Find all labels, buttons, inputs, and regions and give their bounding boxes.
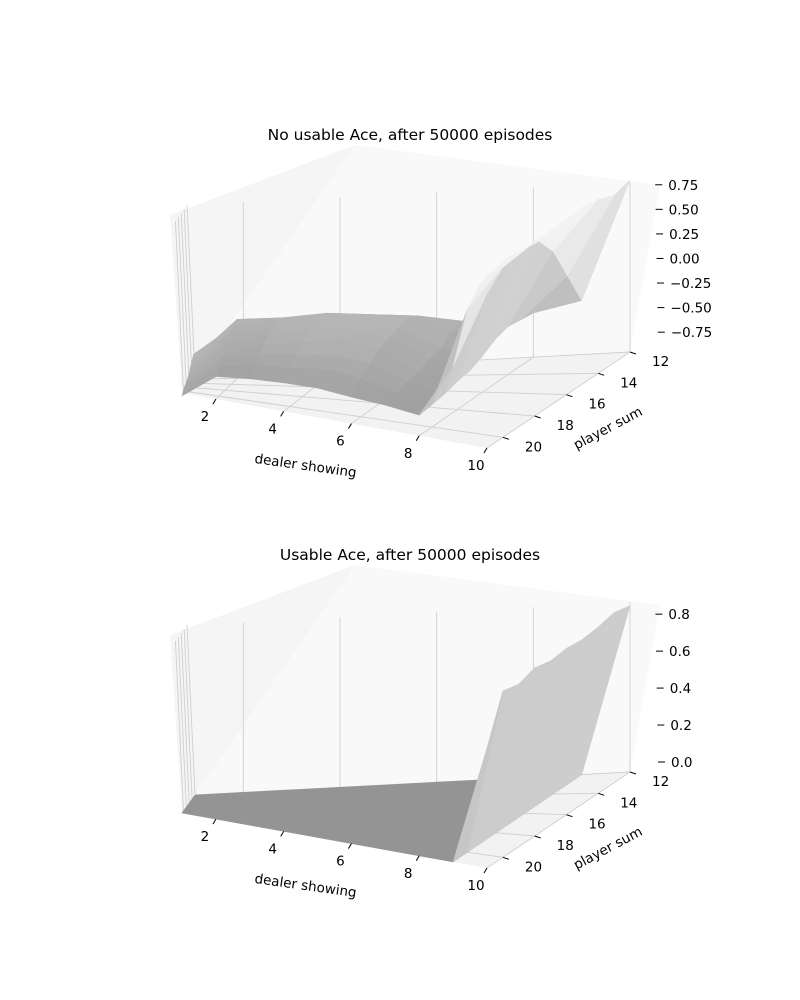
- z-tick-label: 0.00: [670, 251, 700, 267]
- z-tick-label: 0.8: [668, 607, 689, 623]
- z-tick-label: 0.4: [670, 681, 691, 697]
- surface-patch: [215, 364, 255, 380]
- x-tick-mark: [483, 447, 488, 454]
- y-tick-mark: [534, 835, 541, 839]
- left-grid-y: [183, 208, 193, 380]
- x-tick-label: 2: [201, 829, 210, 845]
- x-tick-label: 4: [268, 841, 277, 857]
- left-pane: [170, 565, 355, 813]
- y-tick-mark: [566, 814, 573, 818]
- x-tick-label: 8: [404, 446, 413, 462]
- y-tick-mark: [629, 771, 637, 775]
- z-tick-label: 0.0: [671, 755, 692, 771]
- y-tick-label: 14: [620, 375, 637, 391]
- x-tick-mark: [280, 411, 285, 417]
- x-tick-label: 6: [336, 854, 345, 870]
- y-tick-label: 18: [557, 418, 574, 434]
- left-grid-y: [174, 220, 184, 392]
- x-tick-label: 10: [467, 878, 484, 894]
- x-tick-mark: [280, 831, 285, 837]
- y-tick-mark: [629, 351, 637, 355]
- left-pane: [170, 145, 355, 393]
- surface-plot-no-usable-ace: 2 4 6 8 10 12 14 16 18 20 0.75 0.50 0.25 0.00 −0.25 −0.…: [170, 126, 712, 481]
- left-grid-y: [186, 204, 196, 376]
- y-tick-label: 20: [525, 439, 542, 455]
- surface-patch: [276, 796, 329, 803]
- y-tick-mark: [598, 372, 605, 376]
- floor-grid-y: [183, 390, 503, 438]
- x-tick-mark: [415, 855, 420, 862]
- surface-patch: [308, 321, 358, 331]
- x-tick-mark: [415, 435, 420, 442]
- left-grid-y: [180, 632, 190, 804]
- y-tick-label: 12: [652, 354, 669, 370]
- z-tick-label: 0.75: [668, 178, 698, 194]
- y-tick-mark: [598, 792, 605, 796]
- surface-patch: [452, 690, 504, 863]
- left-grid-y: [183, 628, 193, 800]
- floor-grid-x: [486, 351, 631, 449]
- z-tick-label: −0.25: [670, 276, 711, 292]
- x-tick-mark: [483, 867, 488, 874]
- y-tick-mark: [534, 415, 541, 419]
- x-tick-mark: [348, 423, 352, 429]
- y-tick-label: 16: [588, 817, 605, 833]
- left-grid-y: [174, 640, 184, 812]
- y-tick-mark: [502, 856, 510, 860]
- x-tick-mark: [212, 398, 217, 405]
- chart-title: No usable Ace, after 50000 episodes: [268, 126, 553, 144]
- z-tick-label: −0.75: [671, 325, 712, 341]
- y-tick-label: 12: [652, 774, 669, 790]
- y-tick-label: 20: [525, 859, 542, 875]
- x-tick-label: 2: [201, 409, 210, 425]
- y-tick-label: 16: [588, 397, 605, 413]
- left-grid-y: [177, 636, 187, 808]
- x-tick-label: 4: [268, 421, 277, 437]
- y-tick-mark: [502, 436, 510, 440]
- x-tick-mark: [348, 843, 352, 849]
- x-tick-label: 8: [404, 866, 413, 882]
- z-tick-label: 0.2: [670, 718, 691, 734]
- floor-grid-x: [486, 771, 631, 869]
- chart-title: Usable Ace, after 50000 episodes: [280, 546, 540, 564]
- left-grid-y: [186, 624, 196, 796]
- x-tick-mark: [212, 818, 217, 825]
- surface-patch: [452, 267, 504, 367]
- floor-grid-x: [418, 356, 534, 437]
- y-tick-mark: [566, 394, 573, 398]
- left-grid-y: [180, 212, 190, 384]
- z-tick-label: 0.6: [669, 644, 690, 660]
- left-grid-y: [177, 216, 187, 388]
- x-tick-label: 10: [467, 458, 484, 474]
- y-tick-label: 18: [557, 838, 574, 854]
- z-tick-label: 0.50: [669, 202, 699, 218]
- y-tick-label: 14: [620, 795, 637, 811]
- surface-patch: [320, 796, 374, 803]
- z-tick-label: −0.50: [670, 301, 711, 317]
- floor-grid-y: [186, 386, 535, 417]
- x-tick-label: 6: [336, 434, 345, 450]
- z-tick-label: 0.25: [669, 227, 699, 243]
